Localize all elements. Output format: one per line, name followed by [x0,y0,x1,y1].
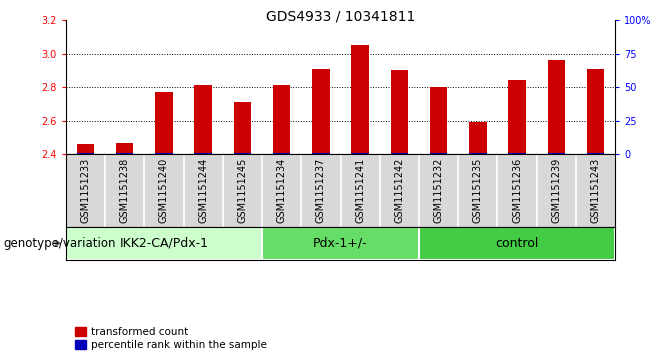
Text: GSM1151240: GSM1151240 [159,158,169,223]
Bar [262,227,419,260]
Bar [116,153,134,154]
Bar [419,227,615,260]
Text: GSM1151235: GSM1151235 [473,158,483,223]
Bar [587,153,605,154]
Text: Pdx-1+/-: Pdx-1+/- [313,237,368,250]
Bar [116,143,134,154]
Text: GSM1151244: GSM1151244 [198,158,208,223]
Bar [547,153,565,154]
Text: GSM1151238: GSM1151238 [120,158,130,223]
Text: IKK2-CA/Pdx-1: IKK2-CA/Pdx-1 [119,237,209,250]
Bar [155,153,173,154]
Bar [76,153,94,154]
Bar [508,153,526,154]
Bar [273,153,290,154]
Bar [430,153,447,154]
Bar [508,80,526,154]
Bar [234,102,251,154]
Bar [469,153,487,154]
Bar [155,92,173,154]
Bar [351,45,369,154]
Bar [351,153,369,154]
Text: GSM1151245: GSM1151245 [238,158,247,223]
Bar [194,153,212,154]
Bar [547,60,565,154]
Bar [391,153,408,154]
Text: GSM1151241: GSM1151241 [355,158,365,223]
Text: GSM1151234: GSM1151234 [276,158,287,223]
Bar [273,85,290,154]
Bar [430,87,447,154]
Text: GSM1151243: GSM1151243 [591,158,601,223]
Text: genotype/variation: genotype/variation [3,237,116,250]
Bar [66,227,262,260]
Bar [234,153,251,154]
Bar [194,85,212,154]
Text: GDS4933 / 10341811: GDS4933 / 10341811 [266,9,415,23]
Text: GSM1151233: GSM1151233 [80,158,90,223]
Text: GSM1151239: GSM1151239 [551,158,561,223]
Bar [76,144,94,154]
Text: control: control [495,237,539,250]
Bar [312,69,330,154]
Bar [312,153,330,154]
Text: GSM1151237: GSM1151237 [316,158,326,223]
Legend: transformed count, percentile rank within the sample: transformed count, percentile rank withi… [71,323,271,354]
Bar [469,122,487,154]
Text: GSM1151236: GSM1151236 [512,158,522,223]
Text: GSM1151232: GSM1151232 [434,158,443,223]
Bar [391,70,408,154]
Bar [587,69,605,154]
Text: GSM1151242: GSM1151242 [394,158,405,223]
